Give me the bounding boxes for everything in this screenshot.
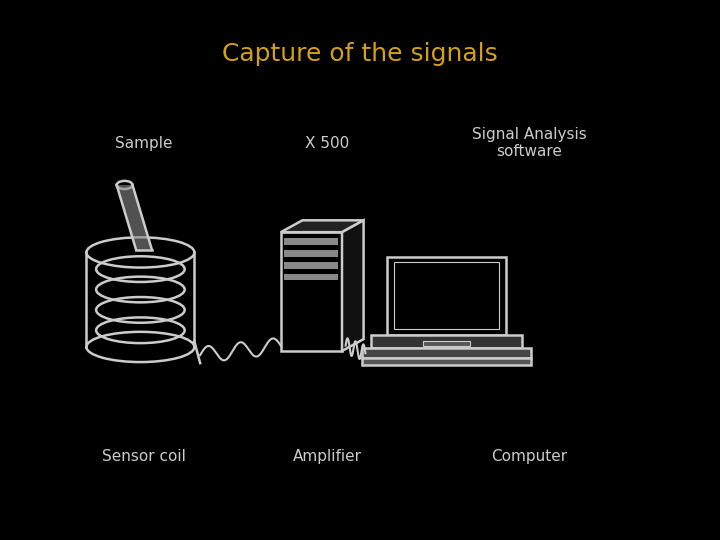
Text: Sample: Sample (115, 136, 173, 151)
Bar (362, 358, 531, 365)
Bar (395, 262, 498, 329)
Text: Signal Analysis
software: Signal Analysis software (472, 127, 587, 159)
Text: Amplifier: Amplifier (293, 449, 362, 464)
Bar (284, 274, 338, 280)
Polygon shape (117, 185, 152, 249)
Text: X 500: X 500 (305, 136, 350, 151)
Polygon shape (342, 220, 364, 351)
Polygon shape (281, 220, 364, 232)
Bar (281, 232, 342, 351)
Text: Computer: Computer (491, 449, 567, 464)
Bar (371, 335, 522, 348)
Bar (423, 341, 470, 346)
Bar (284, 250, 338, 256)
Bar (284, 262, 338, 268)
Bar (284, 239, 338, 245)
Bar (362, 348, 531, 358)
Bar (387, 256, 505, 335)
Text: Capture of the signals: Capture of the signals (222, 42, 498, 66)
Text: Sensor coil: Sensor coil (102, 449, 186, 464)
